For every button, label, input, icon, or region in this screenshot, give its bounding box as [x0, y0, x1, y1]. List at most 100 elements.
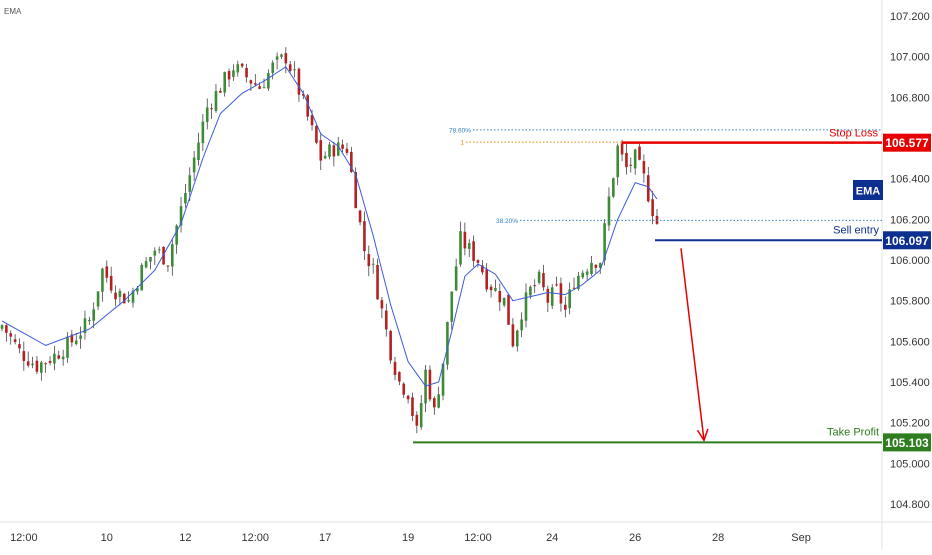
x-tick-label: 17	[319, 532, 331, 544]
candle-body	[271, 62, 275, 73]
stop-loss-price: 106.577	[885, 136, 929, 150]
candle-body	[616, 145, 619, 178]
candle-body	[433, 398, 436, 408]
candle-body	[288, 64, 292, 71]
candle-body	[5, 325, 8, 333]
candle-body	[454, 266, 458, 291]
candle-body	[18, 344, 21, 349]
candle-body	[184, 192, 187, 204]
candle-body	[485, 269, 488, 290]
candle-body	[590, 262, 593, 274]
candle-body	[489, 286, 493, 291]
candle-body	[92, 309, 95, 321]
indicator-label: EMA	[4, 7, 22, 16]
fib-level-label: 1	[460, 140, 464, 147]
candle-body	[341, 144, 344, 149]
candle-body	[585, 271, 589, 275]
candle-body	[520, 319, 523, 331]
stop-loss-label: Stop Loss	[829, 128, 878, 140]
sell-entry-price-tag	[883, 231, 931, 250]
ema-line	[1, 66, 658, 387]
candle-body	[376, 264, 379, 300]
candle-body	[598, 263, 602, 268]
candle-body	[284, 53, 288, 64]
candle-body	[262, 87, 266, 89]
candle-body	[9, 333, 13, 337]
candle-body	[44, 363, 47, 365]
candle-body	[620, 143, 624, 155]
candle-body	[61, 356, 65, 360]
candle-body	[389, 330, 392, 361]
candle-body	[245, 67, 248, 78]
take-profit-label: Take Profit	[827, 426, 879, 438]
candle-body	[498, 291, 502, 303]
candle-body	[411, 397, 414, 416]
candle-body	[70, 334, 74, 343]
candle-body	[83, 318, 87, 334]
candle-body	[302, 93, 305, 96]
candle-body	[118, 290, 122, 297]
candle-body	[210, 108, 213, 110]
candle-body	[515, 330, 519, 347]
candle-body	[332, 145, 336, 157]
candle-body	[101, 268, 104, 292]
candle-body	[476, 260, 480, 263]
candle-body	[459, 231, 462, 265]
candle-body	[367, 254, 371, 267]
x-tick-label: 12:00	[464, 532, 492, 544]
y-tick-label: 105.200	[890, 418, 930, 430]
candle-body	[35, 360, 39, 372]
candle-body	[22, 351, 26, 361]
candle-body	[13, 339, 17, 343]
ema-tag	[853, 180, 883, 200]
candle-body	[171, 244, 174, 267]
candle-body	[607, 196, 611, 226]
candle-body	[450, 291, 454, 322]
candle-body	[53, 353, 56, 364]
take-profit-price-tag	[883, 433, 931, 452]
candle-body	[463, 231, 467, 249]
candle-body	[537, 271, 541, 283]
candle-body	[127, 299, 130, 302]
y-tick-label: 104.800	[890, 499, 930, 511]
candle-body	[546, 288, 550, 303]
candle-body	[0, 325, 4, 329]
x-tick-label: 10	[101, 532, 113, 544]
candle-body	[371, 263, 375, 265]
candle-body	[57, 355, 61, 359]
x-tick-label: 12:00	[10, 532, 38, 544]
x-tick-label: 26	[629, 532, 641, 544]
candle-body	[350, 151, 353, 173]
candle-body	[502, 297, 506, 306]
candle-body	[227, 71, 231, 80]
y-tick-label: 106.400	[890, 174, 930, 186]
candle-body	[638, 146, 641, 160]
candle-body	[240, 63, 244, 67]
candle-body	[149, 257, 152, 262]
candle-body	[481, 265, 484, 273]
candle-body	[446, 321, 449, 365]
candle-body	[572, 287, 576, 289]
candle-body	[612, 178, 615, 197]
candle-body	[79, 335, 82, 339]
take-profit-price: 105.103	[885, 436, 929, 450]
candle-body	[437, 394, 440, 408]
candle-body	[533, 285, 537, 287]
candle-body	[568, 289, 571, 309]
candle-body	[603, 223, 606, 261]
candle-body	[651, 199, 654, 217]
candle-body	[494, 288, 497, 291]
candle-body	[109, 275, 113, 291]
sell-entry-label: Sell entry	[833, 224, 879, 236]
candle-body	[581, 272, 585, 278]
candle-body	[402, 383, 406, 395]
candle-body	[336, 142, 340, 156]
candle-body	[542, 273, 545, 288]
candle-body	[144, 261, 148, 268]
x-tick-label: 12	[179, 532, 191, 544]
candle-body	[577, 275, 580, 290]
candle-body	[398, 372, 401, 382]
candle-body	[253, 83, 257, 85]
